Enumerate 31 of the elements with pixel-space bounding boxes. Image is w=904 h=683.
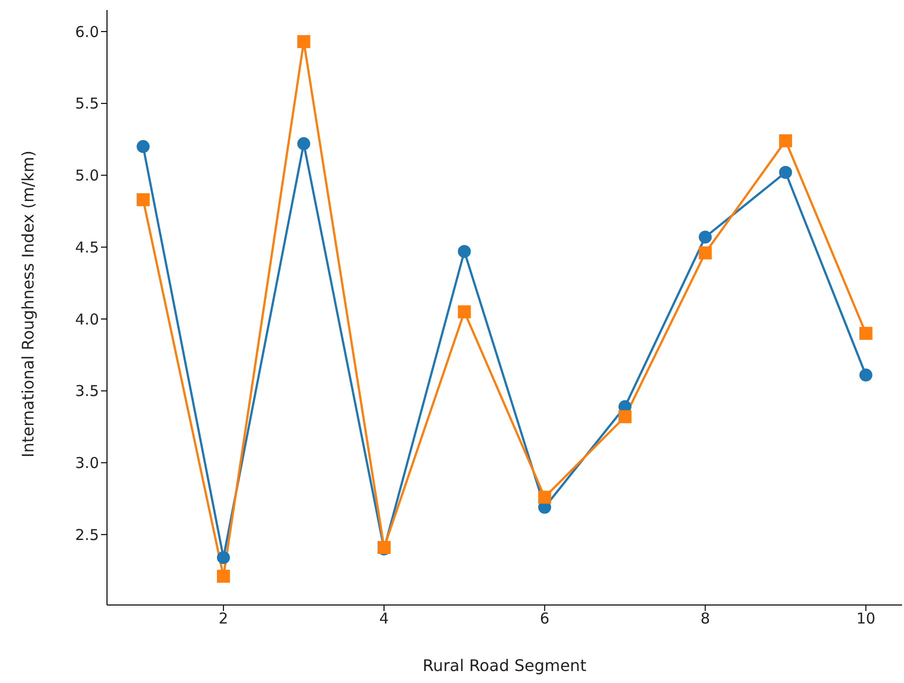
point xyxy=(779,166,792,179)
point xyxy=(136,140,150,154)
point xyxy=(698,246,712,260)
point xyxy=(859,326,872,340)
x-tick-label: 6 xyxy=(540,610,550,628)
point xyxy=(779,134,792,148)
point xyxy=(136,193,150,206)
y-axis-title: International Roughness Index (m/km) xyxy=(18,150,38,458)
x-tick-label: 4 xyxy=(379,610,389,628)
point xyxy=(216,551,230,564)
y-tick-label: 5.5 xyxy=(75,94,99,113)
point xyxy=(618,410,632,424)
x-axis-title: Rural Road Segment xyxy=(422,656,586,675)
point xyxy=(297,137,310,150)
x-tick-label: 8 xyxy=(700,610,710,628)
x-tick-label: 2 xyxy=(218,610,228,628)
y-tick-label: 3.0 xyxy=(75,454,99,472)
y-tick-label: 5.0 xyxy=(75,166,99,185)
x-tick-label: 10 xyxy=(856,610,876,628)
point xyxy=(859,368,872,382)
y-tick-label: 6.0 xyxy=(75,22,99,41)
point xyxy=(458,305,471,318)
y-tick-label: 4.5 xyxy=(75,238,99,256)
point xyxy=(458,244,471,258)
y-tick-label: 3.5 xyxy=(75,382,99,400)
point xyxy=(538,490,552,504)
point xyxy=(297,35,310,48)
point xyxy=(698,230,712,244)
y-tick-label: 4.0 xyxy=(75,310,99,328)
y-tick-label: 2.5 xyxy=(75,526,99,544)
point xyxy=(216,570,230,583)
